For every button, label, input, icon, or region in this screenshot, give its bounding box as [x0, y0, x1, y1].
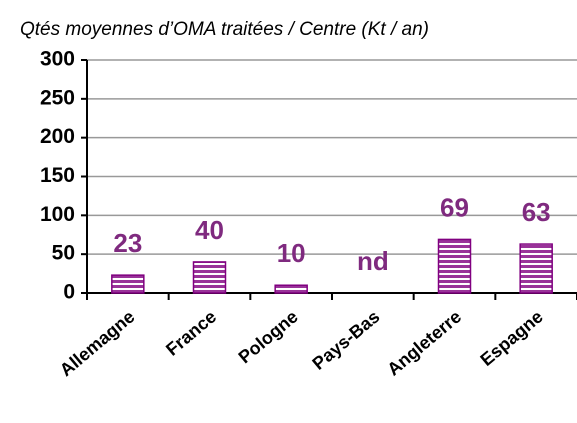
value-label: nd — [357, 246, 389, 276]
y-tick-label: 100 — [40, 203, 75, 226]
x-tick-label: Pologne — [235, 306, 302, 367]
value-label: 69 — [440, 192, 469, 222]
value-label: 40 — [195, 215, 224, 245]
value-label: 10 — [277, 238, 306, 268]
y-tick-label: 200 — [40, 125, 75, 148]
bar — [274, 284, 308, 294]
x-tick-label: Pays-Bas — [309, 306, 384, 373]
bar — [437, 238, 472, 294]
y-tick-label: 50 — [52, 242, 75, 265]
bar — [519, 243, 553, 294]
chart-title: Qtés moyennes d’OMA traitées / Centre (K… — [20, 19, 429, 40]
y-tick-label: 300 — [40, 48, 75, 71]
x-tick-label: Angleterre — [383, 306, 465, 379]
bar — [111, 274, 145, 294]
y-tick-label: 0 — [63, 281, 75, 304]
value-label: 23 — [113, 228, 142, 258]
value-label: 63 — [522, 197, 551, 227]
x-tick-label: France — [162, 306, 220, 359]
bar — [192, 261, 227, 294]
x-tick-label: Espagne — [476, 306, 546, 370]
x-tick-label: Allemagne — [56, 306, 139, 380]
y-tick-label: 150 — [40, 164, 75, 187]
y-tick-label: 250 — [40, 86, 75, 109]
